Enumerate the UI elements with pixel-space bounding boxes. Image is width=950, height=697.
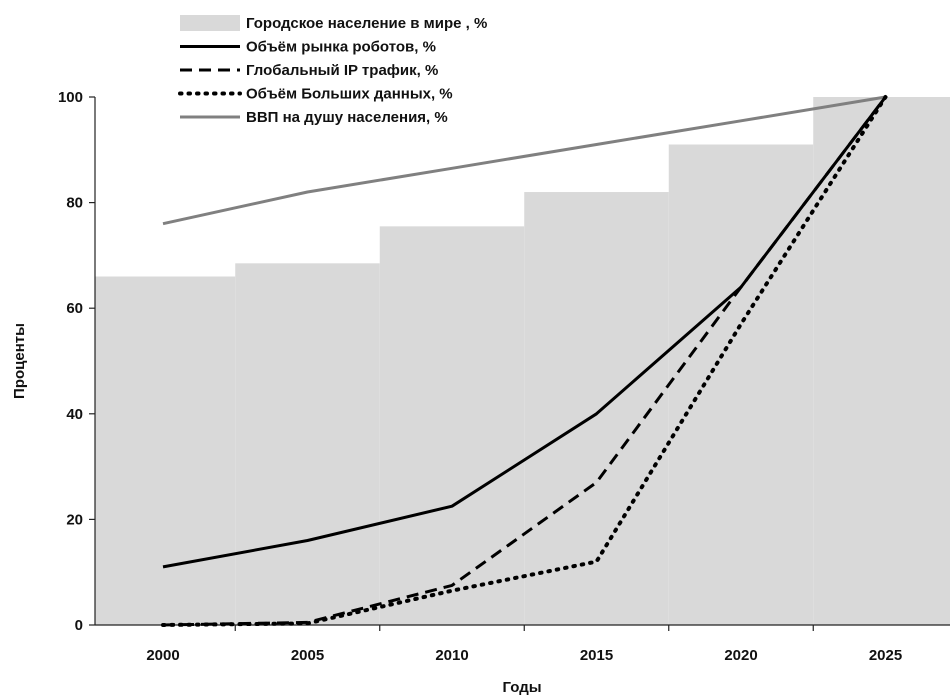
y-ticks: 0 20 40 60 80 100 bbox=[58, 89, 95, 634]
y-tick-label: 80 bbox=[66, 195, 83, 212]
x-tick-label: 2020 bbox=[724, 647, 757, 664]
legend-swatch bbox=[180, 15, 240, 31]
area-step-2005 bbox=[235, 263, 380, 625]
x-tick-label: 2000 bbox=[146, 647, 179, 664]
x-ticks: 2000 2005 2010 2015 2020 2025 bbox=[146, 625, 902, 664]
legend: Городское население в мире , % Объём рынк… bbox=[180, 15, 487, 126]
legend-label: Объём Больших данных, % bbox=[246, 86, 453, 103]
area-step-2000 bbox=[95, 277, 235, 625]
urban-population-area bbox=[95, 97, 950, 625]
y-tick-label: 100 bbox=[58, 89, 83, 106]
y-axis-title: Проценты bbox=[11, 323, 28, 399]
x-axis-title: Годы bbox=[502, 679, 541, 696]
y-tick-label: 0 bbox=[75, 617, 83, 634]
x-tick-label: 2015 bbox=[580, 647, 613, 664]
x-tick-label: 2005 bbox=[291, 647, 324, 664]
y-tick-label: 60 bbox=[66, 300, 83, 317]
legend-label: Объём рынка роботов, % bbox=[246, 39, 436, 56]
legend-label: Городское население в мире , % bbox=[246, 15, 487, 32]
x-tick-label: 2025 bbox=[869, 647, 902, 664]
x-tick-label: 2010 bbox=[435, 647, 468, 664]
y-tick-label: 40 bbox=[66, 406, 83, 423]
legend-label: ВВП на душу населения, % bbox=[246, 109, 448, 126]
area-step-2010 bbox=[380, 226, 525, 625]
area-step-2020 bbox=[669, 145, 814, 625]
legend-label: Глобальный IP трафик, % bbox=[246, 62, 438, 79]
y-tick-label: 20 bbox=[66, 511, 83, 528]
